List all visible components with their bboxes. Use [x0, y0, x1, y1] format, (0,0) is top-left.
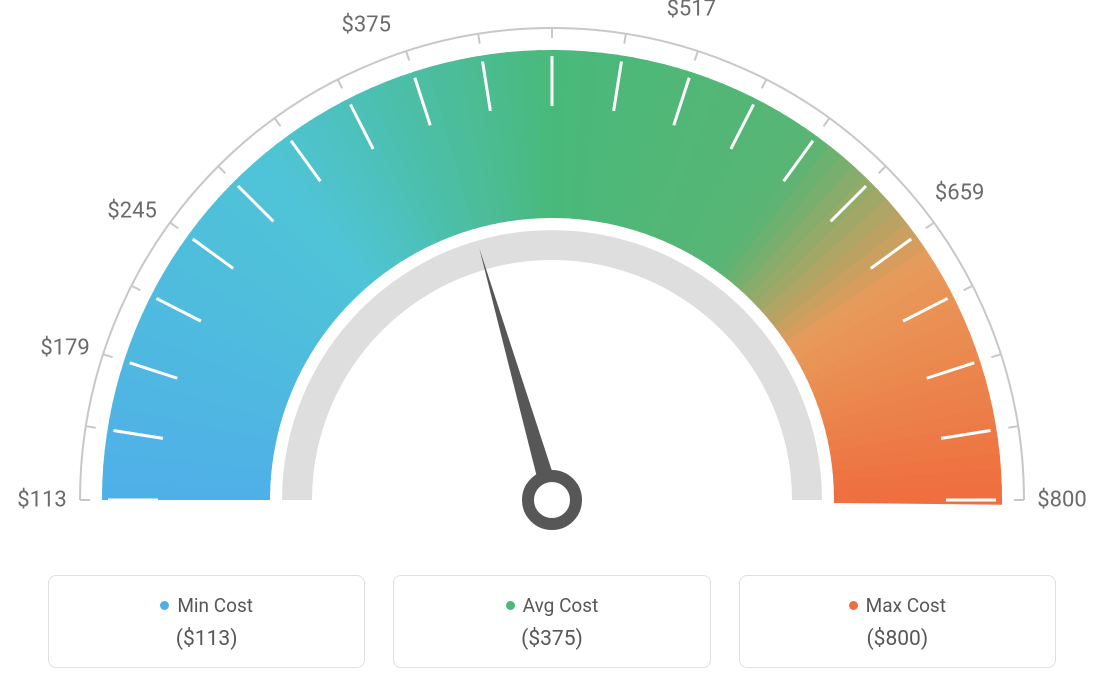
gauge-svg [0, 0, 1104, 560]
dot-icon [849, 601, 858, 610]
gauge-tick-label: $375 [342, 13, 391, 38]
gauge-tick-label: $517 [667, 0, 716, 22]
legend-card-max: Max Cost ($800) [739, 575, 1056, 668]
gauge-tick-label: $800 [1037, 488, 1086, 513]
legend-card-avg: Avg Cost ($375) [393, 575, 710, 668]
gauge-tick-label: $113 [17, 488, 66, 513]
legend-label-max: Max Cost [866, 594, 946, 617]
gauge-chart: $113 $179 $245 $375 $517 $659 $800 [0, 0, 1104, 560]
dot-icon [160, 601, 169, 610]
legend-value-avg: ($375) [406, 627, 697, 651]
legend-label-avg: Avg Cost [523, 594, 599, 617]
legend-title-avg: Avg Cost [406, 594, 697, 617]
legend-title-min: Min Cost [61, 594, 352, 617]
gauge-tick-label: $179 [40, 336, 89, 361]
gauge-tick-label: $659 [935, 181, 984, 206]
legend-title-max: Max Cost [752, 594, 1043, 617]
legend-card-min: Min Cost ($113) [48, 575, 365, 668]
dot-icon [506, 601, 515, 610]
legend-value-min: ($113) [61, 627, 352, 651]
legend-label-min: Min Cost [177, 594, 253, 617]
legend-row: Min Cost ($113) Avg Cost ($375) Max Cost… [0, 575, 1104, 668]
gauge-tick-label: $245 [107, 198, 156, 223]
legend-value-max: ($800) [752, 627, 1043, 651]
